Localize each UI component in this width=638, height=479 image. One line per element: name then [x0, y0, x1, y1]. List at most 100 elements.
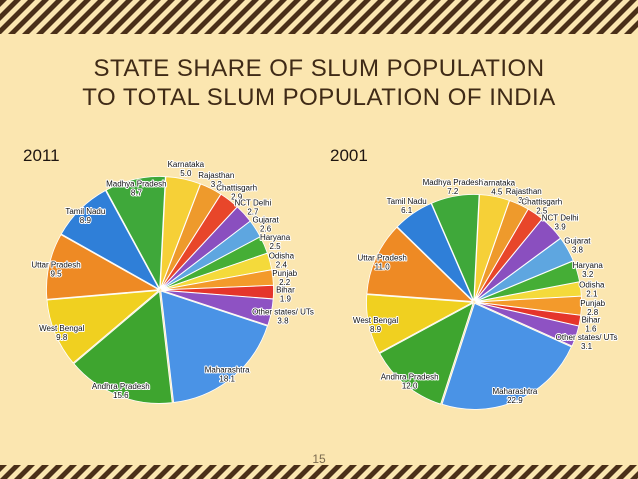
slice-label-name: Odisha	[579, 281, 605, 290]
slice-label-name: Gujarat	[252, 215, 279, 224]
slice-label-name: Punjab	[272, 269, 297, 278]
slice-label-halo-west-bengal: West Bengal 9.8	[39, 324, 84, 342]
slice-label-value: 3.2	[582, 270, 594, 279]
bottom-stripe-band	[0, 465, 638, 479]
slice-label-name: Rajasthan	[198, 171, 234, 180]
chart-title-2001: 2001	[330, 146, 368, 165]
slice-label-halo-punjab: Punjab 2.2	[272, 269, 297, 287]
slice-label-halo-gujarat: Gujarat 3.8	[564, 237, 591, 255]
slice-label-west-bengal: West Bengal 8.9	[353, 316, 398, 334]
slice-label-halo-tamil-nadu: Tamil Nadu 6.1	[387, 197, 427, 215]
pie-slice-other-states-uts	[475, 302, 580, 347]
slice-label-name: Tamil Nadu	[387, 197, 427, 206]
slice-label-value: 8.9	[80, 216, 92, 225]
slice-label-value: 3.8	[277, 317, 289, 326]
slice-label-odisha: Odisha 2.1	[579, 281, 605, 299]
slice-label-name: Punjab	[272, 269, 297, 278]
slice-label-name: West Bengal	[353, 316, 398, 325]
slice-label-value: 8.9	[80, 216, 92, 225]
slice-label-name: Uttar Pradesh	[31, 260, 80, 269]
slice-label-bihar: Bihar 1.9	[276, 285, 295, 303]
slice-label-andhra-pradesh: Andhra Pradesh 15.6	[92, 382, 150, 400]
slice-label-value: 6.1	[401, 206, 413, 215]
slice-label-gujarat: Gujarat 2.6	[252, 215, 279, 233]
slice-label-value: 22.9	[507, 396, 523, 405]
slice-label-halo-odisha: Odisha 2.1	[579, 281, 605, 299]
slice-label-name: Other states/ UTs	[252, 308, 314, 317]
slice-label-value: 5.0	[180, 169, 192, 178]
slice-label-name: Uttar Pradesh	[357, 254, 406, 263]
slice-label-name: Maharashtra	[205, 366, 250, 375]
slice-label-value: 2.9	[231, 193, 243, 202]
slice-label-maharashtra: Maharashtra 18.1	[205, 366, 250, 384]
slice-label-halo-karnataka: Karnataka 5.0	[168, 160, 205, 178]
slice-label-value: 2.2	[279, 278, 291, 287]
slice-label-value: 15.6	[113, 391, 129, 400]
slice-label-value: 11.0	[375, 263, 391, 272]
slice-label-halo-gujarat: Gujarat 2.6	[252, 215, 279, 233]
slice-label-halo-punjab: Punjab 2.8	[580, 299, 605, 317]
slice-label-name: NCT Delhi	[542, 213, 579, 222]
slice-label-name: Madhya Pradesh	[106, 179, 166, 188]
slice-label-value: 3.1	[581, 342, 593, 351]
slice-label-value: 2.5	[270, 242, 282, 251]
slice-label-name: NCT Delhi	[235, 199, 272, 208]
slice-label-name: Madhya Pradesh	[423, 178, 483, 187]
slice-label-gujarat: Gujarat 3.8	[564, 237, 591, 255]
slice-label-value: 1.6	[585, 325, 597, 334]
slice-label-value: 8.9	[370, 325, 382, 334]
slice-label-value: 4.5	[491, 187, 503, 196]
slice-label-halo-uttar-pradesh: Uttar Pradesh 9.5	[31, 260, 80, 278]
slice-label-name: NCT Delhi	[542, 213, 579, 222]
slice-label-punjab: Punjab 2.2	[272, 269, 297, 287]
slice-label-halo-karnataka: Karnataka 4.5	[479, 178, 516, 196]
slice-label-value: 3.9	[555, 222, 567, 231]
slice-label-name: Chattisgarh	[216, 184, 257, 193]
slice-label-name: Bihar	[582, 316, 601, 325]
slice-label-name: Bihar	[582, 316, 601, 325]
slice-label-value: 1.9	[280, 294, 292, 303]
slice-label-value: 2.9	[231, 193, 243, 202]
slice-label-value: 18.1	[219, 375, 235, 384]
slice-label-name: Karnataka	[479, 178, 516, 187]
slice-label-name: Andhra Pradesh	[92, 382, 150, 391]
slice-label-name: Karnataka	[168, 160, 205, 169]
slice-label-name: Odisha	[269, 251, 295, 260]
slice-label-name: Madhya Pradesh	[106, 179, 166, 188]
pie-slice-andhra-pradesh	[73, 290, 173, 404]
slice-label-value: 3.1	[581, 342, 593, 351]
slice-label-rajasthan: Rajasthan 3.0	[506, 187, 542, 205]
top-stripe-band	[0, 0, 638, 34]
slice-label-halo-nct-delhi: NCT Delhi 3.9	[542, 213, 579, 231]
slice-label-name: Bihar	[276, 285, 295, 294]
slice-label-value: 3.2	[211, 180, 223, 189]
slice-label-halo-haryana: Haryana 3.2	[573, 261, 604, 279]
slice-label-value: 2.8	[587, 308, 599, 317]
slice-label-value: 7.2	[447, 187, 459, 196]
slice-label-value: 2.6	[260, 224, 272, 233]
slice-label-name: Rajasthan	[198, 171, 234, 180]
pie-slice-west-bengal	[46, 290, 160, 364]
slice-label-value: 22.9	[507, 396, 523, 405]
slice-label-value: 9.8	[56, 333, 68, 342]
slice-label-name: Chattisgarh	[521, 198, 562, 207]
slice-label-name: Maharashtra	[492, 387, 537, 396]
slice-label-value: 9.5	[50, 269, 62, 278]
pie-slice-uttar-pradesh	[366, 226, 474, 302]
page-number: 15	[312, 452, 326, 466]
slice-label-andhra-pradesh: Andhra Pradesh 12.0	[381, 372, 439, 390]
slice-label-name: Other states/ UTs	[556, 333, 618, 342]
slice-label-halo-maharashtra: Maharashtra 18.1	[205, 366, 250, 384]
slice-label-odisha: Odisha 2.4	[269, 251, 295, 269]
slice-label-name: Madhya Pradesh	[423, 178, 483, 187]
slice-label-value: 2.7	[247, 208, 259, 217]
slice-label-value: 1.6	[585, 325, 597, 334]
slice-label-maharashtra: Maharashtra 22.9	[492, 387, 537, 405]
slice-label-value: 8.7	[131, 188, 143, 197]
slice-label-halo-uttar-pradesh: Uttar Pradesh 11.0	[357, 254, 406, 272]
slice-label-rajasthan: Rajasthan 3.2	[198, 171, 234, 189]
slice-label-value: 1.9	[280, 294, 292, 303]
